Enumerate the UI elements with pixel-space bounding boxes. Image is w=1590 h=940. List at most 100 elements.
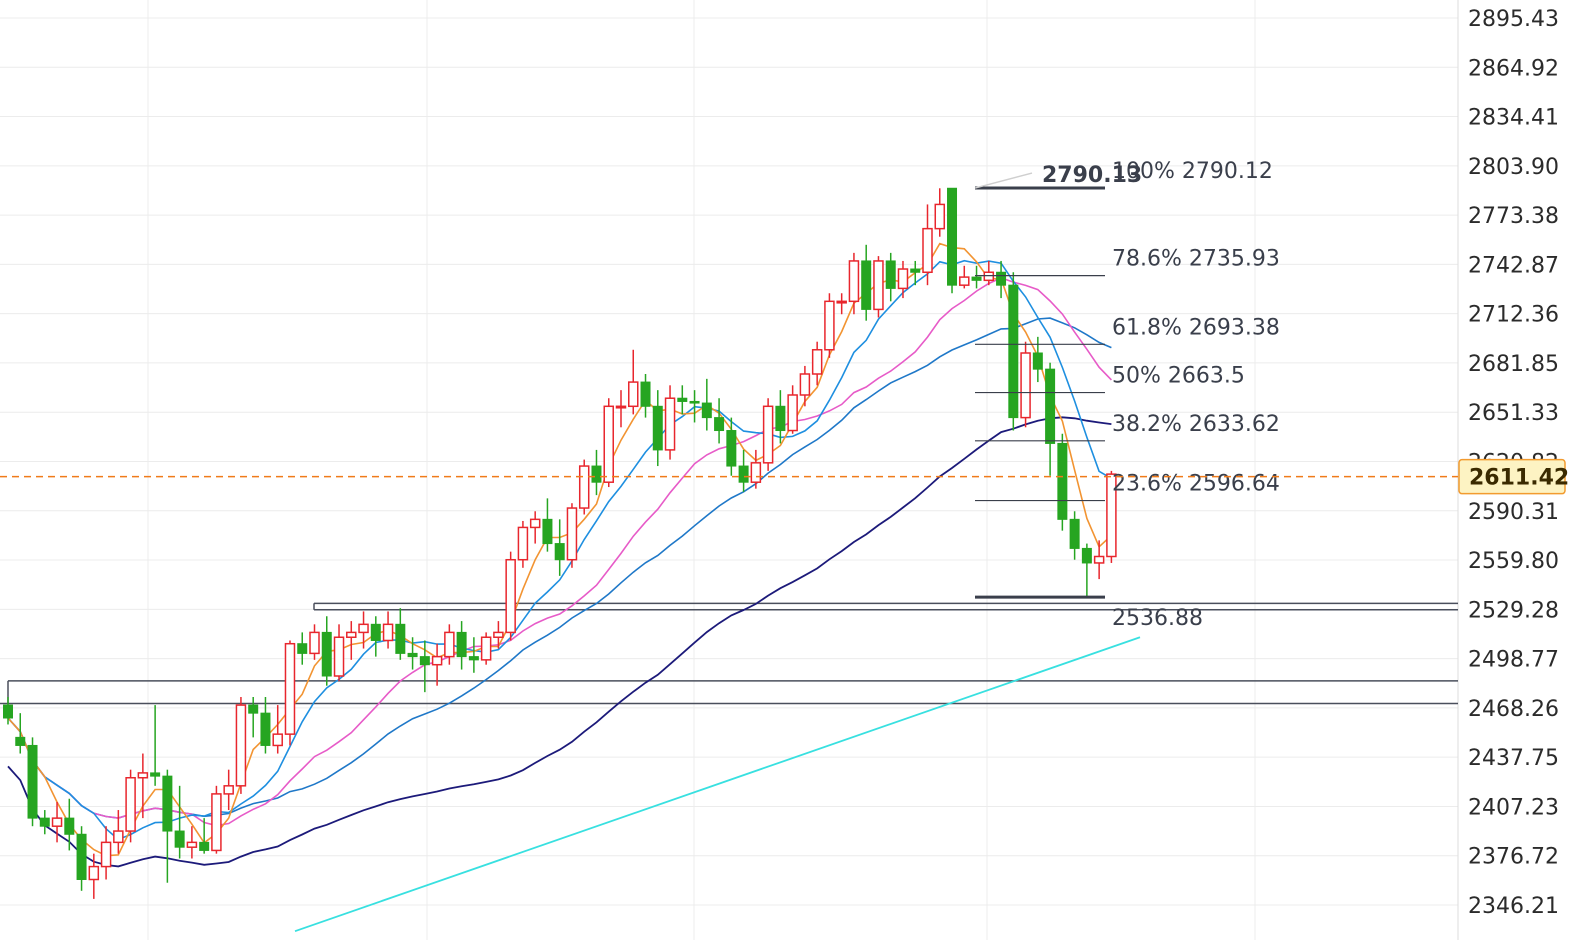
candle-up: [664, 397, 676, 451]
candle-up: [186, 841, 198, 848]
y-tick-label: 2407.23: [1468, 795, 1559, 820]
y-tick-label: 2437.75: [1468, 746, 1559, 771]
candle-down: [542, 518, 553, 545]
y-tick-label: 2864.92: [1468, 56, 1559, 81]
current-price: 2611.42: [0, 458, 1569, 495]
candle-up: [787, 394, 798, 432]
candle-up: [137, 772, 149, 779]
candle-up: [848, 260, 860, 303]
candle-up: [51, 817, 63, 827]
candle-up: [628, 381, 639, 408]
candle-down: [3, 704, 13, 719]
candle-up: [284, 642, 296, 735]
candle-up: [750, 462, 762, 483]
candle-up: [603, 405, 614, 483]
fibonacci-retracement: 2790.13 2536.88 100% 2790.12 78.6% 2735.93 6…: [974, 159, 1280, 631]
candle-down: [162, 775, 173, 832]
candle-down: [640, 381, 651, 407]
candle-up: [1106, 473, 1117, 558]
candle-up: [811, 349, 823, 375]
candle-down: [971, 276, 982, 281]
candle-up: [346, 631, 357, 638]
candle-up: [922, 227, 933, 274]
candle-up: [493, 631, 504, 638]
candle-down: [456, 631, 467, 658]
price-axis: 2895.43 2864.92 2834.41 2803.90 2773.38 2742.…: [1468, 7, 1559, 919]
candle-down: [248, 704, 259, 714]
candle-down: [297, 643, 308, 654]
candle-up: [272, 733, 283, 747]
candle-down: [370, 623, 381, 641]
candle-down: [419, 656, 430, 666]
candle-up: [873, 260, 884, 311]
candle-down: [861, 260, 872, 310]
y-tick-label: 2468.26: [1468, 697, 1559, 722]
candle-up: [517, 526, 529, 561]
fib-level-label: 50% 2663.5: [1112, 364, 1245, 389]
y-tick-label: 2712.36: [1468, 303, 1559, 328]
candle-up: [529, 518, 541, 529]
candle-up: [211, 793, 222, 852]
fib-level-label: 23.6% 2596.64: [1112, 472, 1280, 497]
candle-up: [333, 636, 345, 677]
candle-down: [260, 712, 271, 746]
y-tick-label: 2803.90: [1468, 155, 1559, 180]
y-tick-label: 2529.28: [1468, 598, 1559, 623]
fib-anchor-line: [974, 172, 1033, 189]
candle-down: [468, 656, 479, 661]
candle-down: [1045, 368, 1056, 444]
candle-down: [701, 402, 712, 419]
y-tick-label: 2651.33: [1468, 401, 1559, 426]
candle-up: [983, 271, 995, 282]
candle-down: [1008, 284, 1019, 419]
candle-up: [309, 631, 320, 655]
ma60-line: [7, 416, 1112, 868]
candle-up: [934, 203, 946, 230]
candle-up: [88, 865, 100, 881]
candle-down: [1032, 352, 1043, 370]
candle-down: [677, 397, 688, 402]
candle-down: [996, 271, 1007, 286]
candle-down: [27, 744, 38, 819]
ma120-line: [294, 636, 1141, 933]
candle-down: [395, 623, 406, 654]
fib-level-label: 38.2% 2633.62: [1112, 412, 1280, 437]
candle-up: [444, 631, 455, 658]
candle-up: [125, 777, 136, 832]
candle-up: [959, 276, 970, 286]
candle-up: [480, 636, 492, 661]
candle-down: [15, 736, 26, 746]
candle-up: [235, 704, 247, 787]
fib-low-label: 2536.88: [1112, 606, 1203, 631]
candle-down: [591, 465, 602, 483]
candle-down: [1057, 442, 1068, 520]
y-tick-label: 2498.77: [1468, 648, 1559, 673]
candle-down: [554, 543, 565, 561]
candle-up: [223, 785, 234, 795]
candles: [3, 187, 1117, 899]
candle-down: [1069, 518, 1080, 549]
fib-high-label: 2790.13: [1042, 163, 1142, 188]
candle-down: [64, 817, 75, 835]
candle-down: [150, 772, 161, 777]
y-tick-label: 2590.31: [1468, 500, 1559, 525]
candle-up: [615, 405, 627, 409]
candle-up: [1093, 555, 1105, 564]
y-tick-label: 2834.41: [1468, 106, 1559, 131]
candle-up: [836, 300, 847, 304]
y-tick-label: 2895.43: [1468, 7, 1559, 32]
candle-down: [689, 400, 700, 404]
candle-up: [824, 300, 835, 351]
candle-down: [76, 833, 87, 880]
candle-down: [947, 187, 958, 286]
candle-up: [431, 655, 443, 666]
candle-up: [113, 830, 124, 844]
candle-up: [1020, 352, 1031, 419]
candle-up: [358, 623, 369, 634]
candle-up: [897, 268, 909, 290]
y-tick-label: 2376.72: [1468, 845, 1559, 870]
candle-down: [321, 631, 332, 677]
moving-averages: [7, 242, 1141, 933]
